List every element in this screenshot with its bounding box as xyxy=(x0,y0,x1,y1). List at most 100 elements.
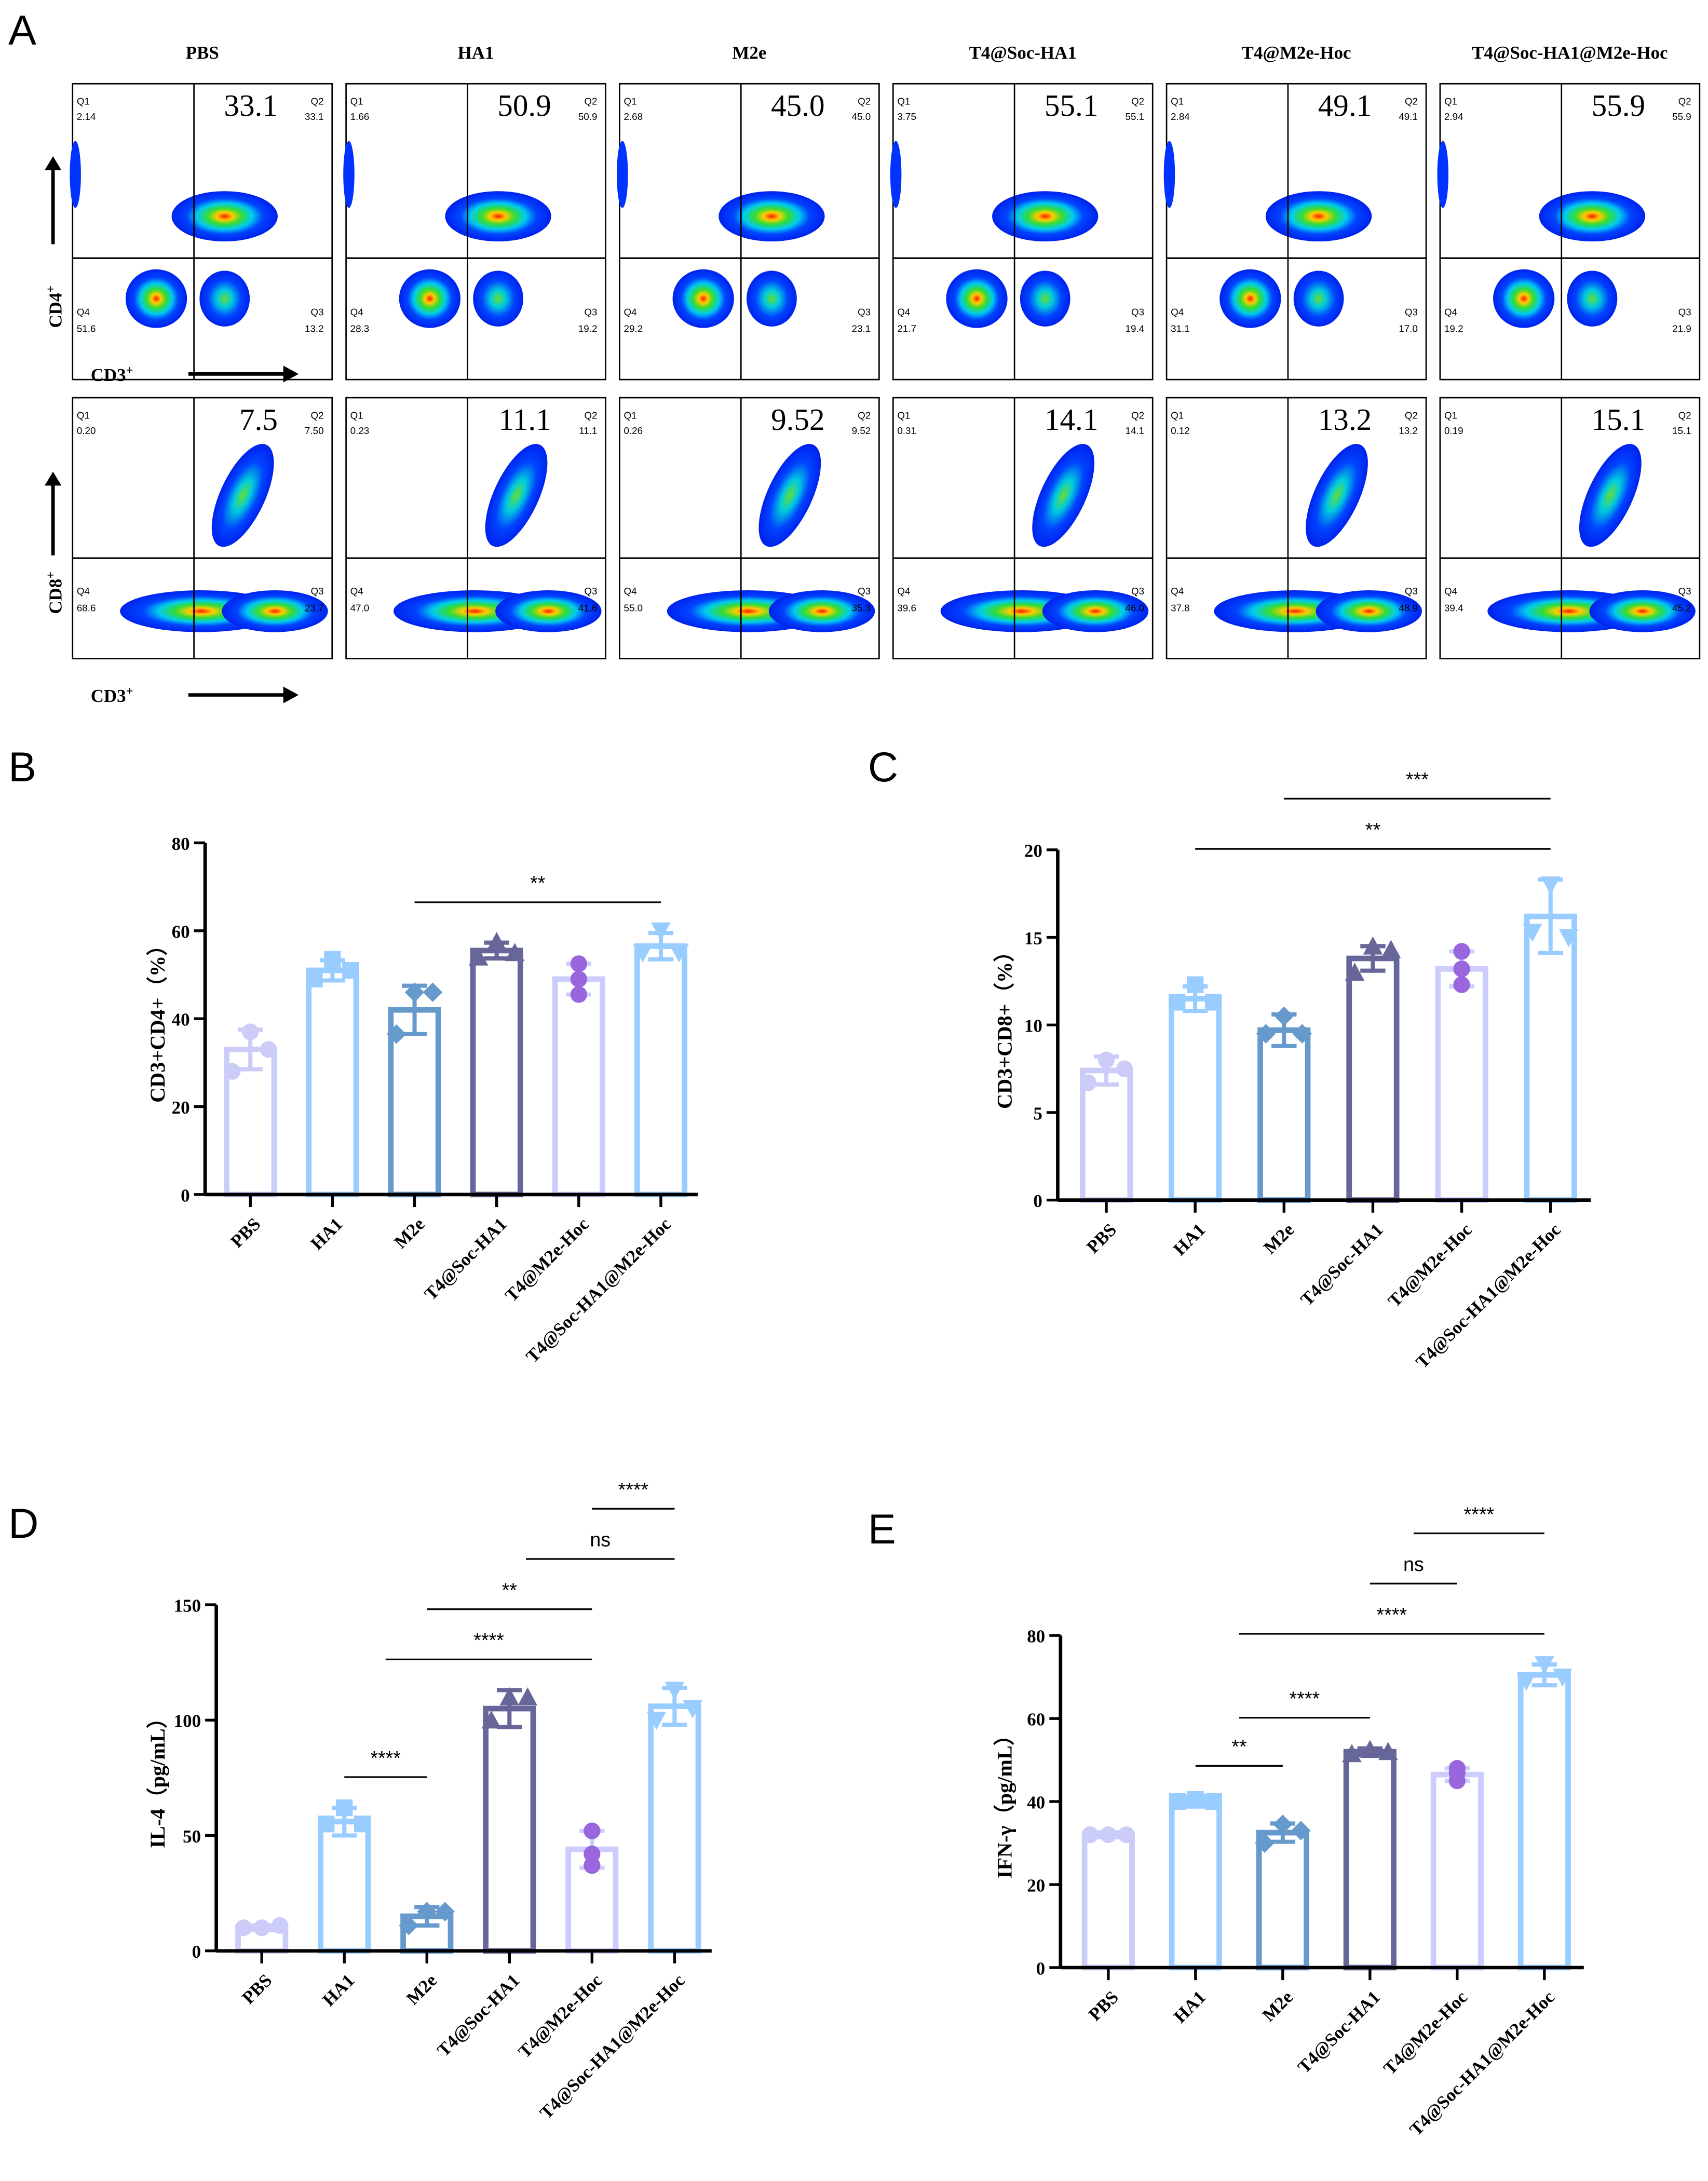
q1-value: 0.20 xyxy=(77,425,96,436)
q3-label: Q3 xyxy=(584,306,597,317)
y-axis-label: CD3+CD4+（%） xyxy=(146,934,169,1103)
density-blob xyxy=(1316,590,1422,632)
bar xyxy=(470,947,523,1198)
x-tick-label: T4@M2e-Hoc xyxy=(1384,1220,1476,1311)
q1-label: Q1 xyxy=(77,410,90,421)
q2-highlight-value: 15.1 xyxy=(1592,402,1645,437)
y-tick-label: 0 xyxy=(1033,1191,1042,1211)
density-blob xyxy=(1265,191,1372,242)
q1-value: 0.12 xyxy=(1171,425,1190,436)
q4-label: Q4 xyxy=(623,586,636,597)
q2-label: Q2 xyxy=(858,96,871,107)
q1-value: 3.75 xyxy=(897,111,916,122)
density-blob xyxy=(343,141,355,208)
data-point xyxy=(1169,994,1186,1011)
q1-label: Q1 xyxy=(350,96,363,107)
group-title: T4@Soc-HA1@M2e-Hoc xyxy=(1472,43,1668,63)
y-tick-label: 80 xyxy=(1027,1627,1045,1647)
bar xyxy=(1257,1027,1311,1203)
q3-value: 21.9 xyxy=(1672,323,1691,334)
data-point xyxy=(1342,1744,1362,1763)
q3-value: 35.3 xyxy=(852,602,871,613)
bar xyxy=(634,943,688,1198)
y-tick-label: 20 xyxy=(1024,841,1042,861)
data-point xyxy=(1081,1826,1099,1844)
q2-highlight-value: 49.1 xyxy=(1318,88,1372,123)
q4-value: 47.0 xyxy=(350,602,370,613)
y-tick-label: 150 xyxy=(174,1596,201,1616)
data-point xyxy=(417,1902,437,1921)
y-tick-label: 40 xyxy=(172,1010,190,1030)
q2-label: Q2 xyxy=(584,410,597,421)
flow-plot: Q1 0.31 Q2 14.1 Q3 46.0 Q4 39.6 14.1 xyxy=(892,397,1154,660)
density-blob xyxy=(747,270,797,327)
q1-label: Q1 xyxy=(1171,96,1184,107)
data-point xyxy=(651,922,671,941)
density-blob xyxy=(769,590,875,632)
density-blob xyxy=(672,269,734,328)
group-title: T4@Soc-HA1 xyxy=(969,43,1077,63)
panel-label: D xyxy=(8,1500,38,1547)
arrow-head-icon xyxy=(283,365,299,383)
q2-value: 13.2 xyxy=(1399,425,1418,436)
q2-highlight-value: 11.1 xyxy=(498,402,551,437)
q2-value: 55.1 xyxy=(1125,111,1144,122)
data-point xyxy=(224,1063,241,1080)
q1-label: Q1 xyxy=(350,410,363,421)
bar xyxy=(1517,1672,1571,1971)
y-axis-label: IFN-γ（pg/mL） xyxy=(993,1725,1016,1878)
density-blob xyxy=(1579,444,1642,547)
density-blob xyxy=(1293,270,1344,327)
density-blob xyxy=(222,590,328,632)
y-tick-label: 0 xyxy=(192,1942,201,1962)
q3-label: Q3 xyxy=(858,306,871,317)
data-point xyxy=(342,961,359,979)
density-blob xyxy=(495,590,602,632)
x-tick-label: HA1 xyxy=(1169,1220,1209,1259)
data-point xyxy=(1535,1656,1554,1675)
data-point xyxy=(336,1799,353,1817)
q2-highlight-value: 9.52 xyxy=(771,402,824,437)
density-blob xyxy=(473,270,523,327)
q2-label: Q2 xyxy=(1405,410,1418,421)
x-tick-label: T4@M2e-Hoc xyxy=(1379,1987,1471,2079)
y-tick-label: 100 xyxy=(174,1711,201,1731)
density-blob xyxy=(1020,270,1070,327)
q2-value: 7.50 xyxy=(305,425,324,436)
q3-label: Q3 xyxy=(1405,586,1418,597)
q4-value: 19.2 xyxy=(1444,323,1463,334)
flow-plot: Q1 2.68 Q2 45.0 Q3 23.1 Q4 29.2 45.0 xyxy=(617,83,880,381)
data-point xyxy=(499,1687,520,1705)
q1-label: Q1 xyxy=(623,410,636,421)
q4-value: 31.1 xyxy=(1171,323,1190,334)
panel-label-a: A xyxy=(8,7,36,54)
q2-value: 50.9 xyxy=(578,111,598,122)
q2-label: Q2 xyxy=(1405,96,1418,107)
data-point xyxy=(646,1712,667,1730)
q2-label: Q2 xyxy=(311,410,324,421)
data-point xyxy=(242,1023,259,1040)
q1-label: Q1 xyxy=(1444,96,1457,107)
q2-label: Q2 xyxy=(311,96,324,107)
data-point xyxy=(518,1687,538,1705)
y-tick-label: 0 xyxy=(181,1185,189,1205)
x-axis-label: CD3+ xyxy=(91,363,133,385)
y-tick-label: 10 xyxy=(1024,1016,1042,1036)
q4-value: 39.6 xyxy=(897,602,916,613)
flow-plot: Q1 2.14 Q2 33.1 Q3 13.2 Q4 51.6 33.1 xyxy=(70,83,333,381)
data-point xyxy=(570,986,587,1003)
x-tick-label: HA1 xyxy=(318,1970,358,2010)
density-blob xyxy=(719,191,825,242)
q1-label: Q1 xyxy=(1444,410,1457,421)
q4-label: Q4 xyxy=(350,306,363,317)
group-title: M2e xyxy=(732,43,766,63)
significance-label: **** xyxy=(473,1629,504,1651)
significance-label: **** xyxy=(1464,1503,1495,1525)
x-tick-label: T4@M2e-Hoc xyxy=(514,1970,606,2062)
bar xyxy=(1256,1830,1309,1971)
density-blob xyxy=(1163,141,1175,208)
q2-value: 33.1 xyxy=(305,111,324,122)
y-tick-label: 20 xyxy=(1027,1875,1045,1895)
q3-value: 48.9 xyxy=(1399,602,1418,613)
